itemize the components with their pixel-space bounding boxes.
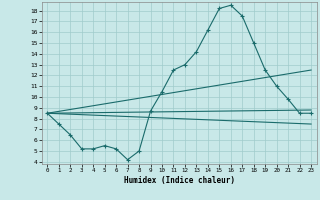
X-axis label: Humidex (Indice chaleur): Humidex (Indice chaleur) [124, 176, 235, 185]
